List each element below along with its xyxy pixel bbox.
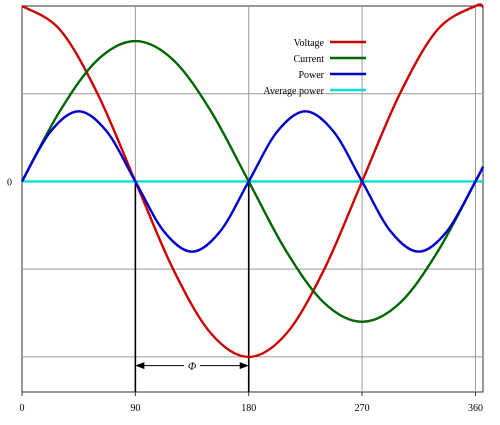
phase-label-bg	[184, 357, 201, 372]
x-tick-label-270: 270	[355, 403, 370, 414]
legend-label-current: Current	[293, 54, 324, 65]
series-line-power	[20, 110, 485, 253]
series-layer	[20, 3, 485, 359]
x-tick-label-0: 0	[20, 403, 25, 414]
x-tick-label-180: 180	[241, 403, 256, 414]
tick-labels: 0 90 180 270 360 0	[7, 177, 483, 414]
phase-label: Φ	[188, 361, 197, 373]
legend-label-voltage: Voltage	[294, 38, 325, 49]
series-line-voltage	[21, 3, 484, 359]
x-tick-label-360: 360	[468, 403, 483, 414]
grid-layer	[21, 5, 484, 393]
legend: Voltage Current Power Average power	[263, 38, 366, 97]
plot-frame	[21, 5, 484, 393]
x-tick-label-90: 90	[130, 403, 140, 414]
phase-arrow-head-left	[135, 362, 145, 370]
legend-label-power: Power	[298, 70, 324, 81]
phase-arrow-head-right	[239, 362, 249, 370]
series-line-current	[20, 39, 485, 324]
legend-label-average-power: Average power	[263, 86, 324, 97]
y-tick-label-0: 0	[7, 177, 12, 188]
